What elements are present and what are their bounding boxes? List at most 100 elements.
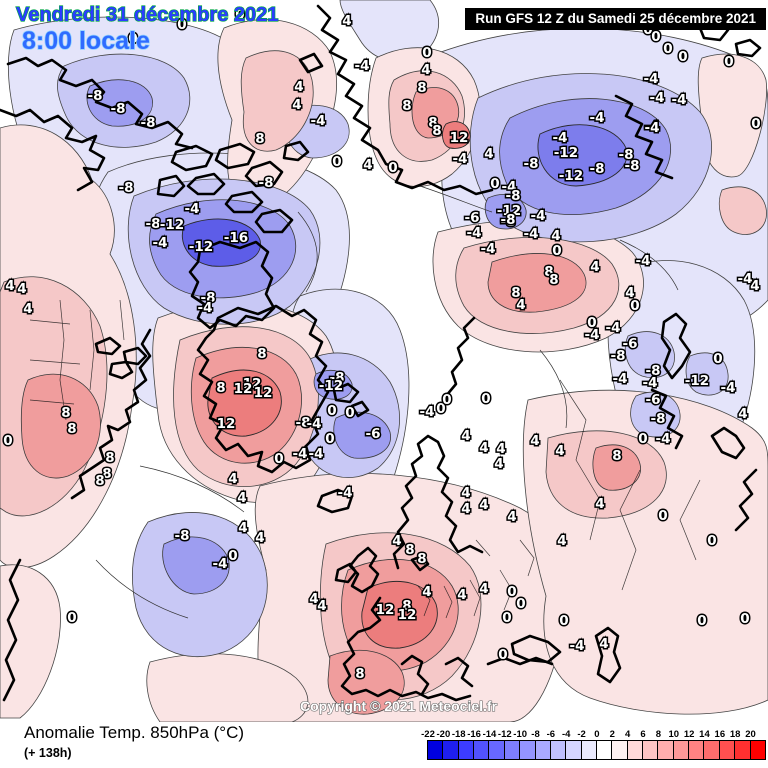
contour-label: 4 (457, 587, 466, 603)
color-scale-cell: 14 (699, 729, 720, 760)
contour-label: -4 (185, 201, 200, 217)
contour-label: 8 (544, 264, 553, 280)
coastline (188, 240, 276, 330)
anomaly-region (697, 53, 768, 178)
anomaly-core (207, 369, 282, 437)
copyright-watermark: Copyright © 2021 Meteociel.fr (299, 697, 498, 714)
contour-label: 0 (516, 596, 525, 612)
contour-label: -4 (672, 92, 687, 108)
contour-label: 4 (421, 62, 430, 78)
contour-label: 4 (461, 485, 470, 501)
color-scale: -22 -20 -18 -16 -14 -12 -10 -8 -6 -4 -2 0 2 4 6 8 10 12 14… (421, 729, 766, 760)
coastline (94, 336, 148, 380)
contour-label: 0 (327, 403, 336, 419)
coastline (614, 94, 674, 180)
contour-label: 0 (630, 298, 639, 314)
weather-map: -8 -8 -8 0 0 0 -8 -4 -8 -12 -16 -12 -4 -8 -8 -4 4 4 4 8 8 8 8 0… (0, 0, 768, 723)
contour-label: -4 (645, 119, 660, 135)
color-scale-tick: -16 (467, 729, 481, 740)
color-scale-cell: -22 (421, 729, 444, 760)
contour-label: 0 (663, 41, 672, 57)
color-scale-cell: 10 (668, 729, 690, 760)
contour-label: 8 (402, 598, 411, 614)
contour-label: 8 (417, 80, 426, 96)
contour-label: -4 (643, 375, 658, 391)
contour-label: 12 (243, 376, 262, 392)
coastline (400, 654, 554, 696)
contour-label: -8 (141, 115, 156, 131)
contour-label: -8 (646, 363, 661, 379)
coastline (392, 434, 484, 570)
color-scale-cell: -2 (577, 729, 597, 760)
color-scale-cell: 0 (594, 729, 613, 760)
color-scale-cell: 4 (625, 729, 644, 760)
contour-label: 4 (461, 428, 470, 444)
contour-label: 0 (559, 613, 568, 629)
contour-label: 4 (23, 301, 32, 317)
contour-label: 12 (398, 607, 417, 623)
contour-label: 4 (5, 278, 14, 294)
contour-label: 8 (355, 666, 364, 682)
contour-line (297, 211, 318, 293)
contour-label: 8 (428, 115, 437, 131)
contour-label: -8 (201, 290, 216, 306)
contour-label: 0 (128, 31, 137, 47)
coastline (0, 108, 106, 192)
contour-label: -8 (501, 212, 516, 228)
contour-label: -8 (506, 188, 521, 204)
contour-label: -4 (213, 556, 228, 572)
contour-label: 4 (494, 456, 503, 472)
anomaly-region (146, 653, 309, 723)
contour-label: -4 (481, 241, 496, 257)
contour-label: 4 (17, 281, 26, 297)
contour-label: -4 (293, 446, 308, 462)
contour-label: -8 (625, 158, 640, 174)
country-border (29, 299, 125, 421)
color-scale-cell: 18 (730, 729, 751, 760)
contour-label: -4 (645, 120, 660, 136)
contour-label: -6 (465, 210, 480, 226)
contour-label: -8 (111, 101, 126, 117)
contour-label: -8 (330, 370, 345, 386)
contour-label: 4 (599, 636, 608, 652)
contour-label: -12 (189, 239, 213, 255)
contour-label: 4 (479, 581, 488, 597)
contour-label: -4 (644, 71, 659, 87)
contour-label: 0 (235, 7, 244, 23)
color-scale-cell: -12 (498, 729, 521, 760)
coastline (340, 596, 472, 702)
color-scale-cell: -18 (452, 729, 475, 760)
coastline (2, 558, 22, 702)
color-scale-cell: 20 (745, 729, 766, 760)
coastline (510, 626, 622, 684)
anomaly-region (333, 411, 391, 459)
anomaly-region (685, 352, 729, 396)
contour-label: 0 (724, 54, 733, 70)
model-run-banner: Run GFS 12 Z du Samedi 25 décembre 2021 (465, 8, 766, 30)
contour-label: -4 (636, 253, 651, 269)
contour-label: 12 (376, 602, 395, 618)
contour-label: 4 (507, 509, 516, 525)
contour-label: 4 (479, 440, 488, 456)
contour-label: 4 (292, 97, 301, 113)
coastline (444, 316, 476, 398)
contour-label: 8 (102, 466, 111, 482)
contour-label: -6 (366, 426, 381, 442)
anomaly-region (327, 649, 405, 715)
contour-label: -12 (160, 217, 184, 233)
contour-label: -4 (721, 380, 736, 396)
contour-label: -8 (651, 411, 666, 427)
color-scale-tick: 6 (640, 729, 646, 740)
color-scale-tick: -18 (451, 729, 466, 740)
color-scale-tick: 10 (668, 729, 680, 740)
coastline (156, 140, 310, 234)
color-scale-tick: 12 (683, 729, 695, 740)
contour-label: -8 (296, 415, 311, 431)
contour-label: 4 (595, 496, 604, 512)
contour-label: -8 (119, 180, 134, 196)
contour-label: 0 (638, 431, 647, 447)
coastline (316, 488, 354, 514)
contour-label: 4 (479, 497, 488, 513)
color-scale-cell: 8 (656, 729, 674, 760)
